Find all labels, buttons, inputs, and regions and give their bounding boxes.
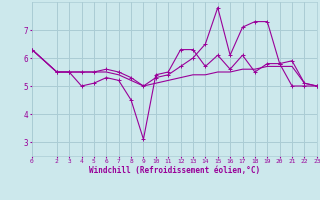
X-axis label: Windchill (Refroidissement éolien,°C): Windchill (Refroidissement éolien,°C): [89, 166, 260, 175]
